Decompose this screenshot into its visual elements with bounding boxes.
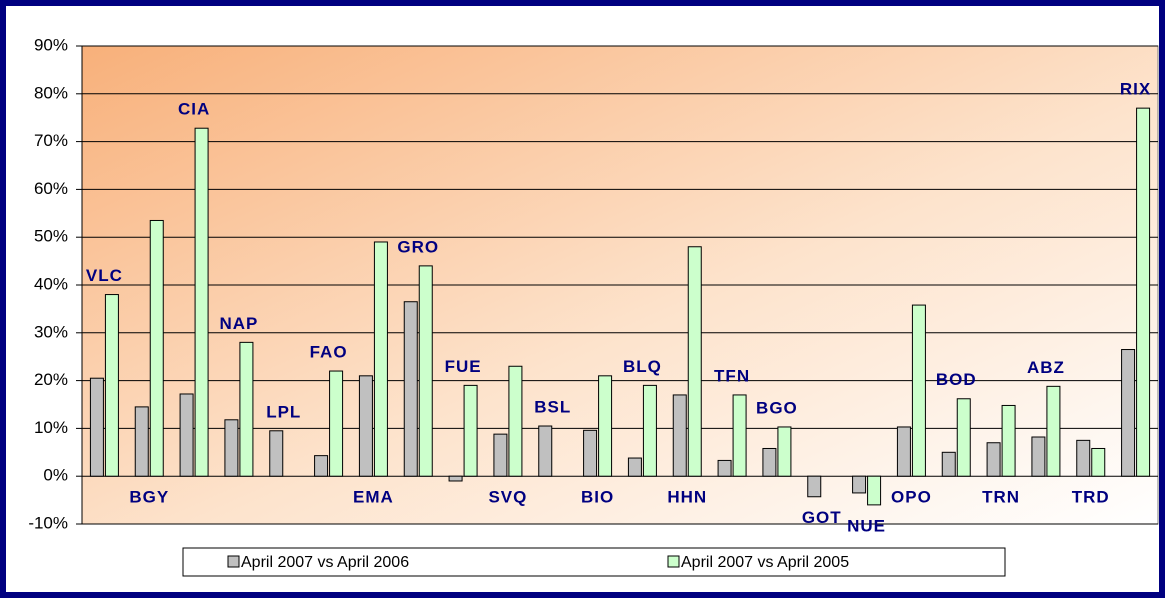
bar — [89, 377, 104, 477]
bar — [538, 425, 553, 477]
y-tick-label: 70% — [34, 131, 68, 150]
bar — [508, 365, 523, 477]
bar — [149, 219, 164, 477]
bar — [418, 265, 433, 477]
category-label: BSL — [534, 397, 571, 416]
bar — [956, 398, 971, 477]
y-tick-label: 80% — [34, 83, 68, 102]
bar — [1136, 107, 1151, 477]
y-tick-label: 40% — [34, 274, 68, 293]
bar — [1076, 439, 1091, 477]
category-label: TRN — [982, 488, 1020, 507]
bar — [598, 375, 613, 477]
category-label: VLC — [86, 266, 123, 285]
y-tick-label: 20% — [34, 370, 68, 389]
category-label: TFN — [714, 366, 750, 385]
y-tick-label: 50% — [34, 227, 68, 246]
bar — [852, 475, 867, 494]
y-tick-label: 0% — [43, 466, 68, 485]
y-tick-label: 60% — [34, 179, 68, 198]
category-label: NUE — [847, 516, 886, 535]
bar — [896, 426, 911, 477]
bar — [373, 241, 388, 477]
category-label: SVQ — [488, 488, 527, 507]
category-label: GRO — [397, 237, 439, 256]
bar — [134, 406, 149, 477]
bar — [224, 419, 239, 477]
category-label: OPO — [891, 488, 932, 507]
legend-label: April 2007 vs April 2006 — [241, 554, 409, 571]
bar — [403, 301, 418, 477]
category-label: FAO — [310, 343, 348, 362]
bar — [314, 455, 329, 477]
bar — [194, 127, 209, 477]
legend-swatch — [227, 555, 240, 568]
category-label: NAP — [219, 314, 258, 333]
bar — [642, 384, 657, 477]
bar — [493, 433, 508, 477]
bar — [1001, 404, 1016, 477]
bar — [583, 429, 598, 477]
legend-label: April 2007 vs April 2005 — [681, 554, 849, 571]
bar — [1121, 349, 1136, 477]
bar — [777, 426, 792, 477]
bar — [239, 341, 254, 477]
bar — [672, 394, 687, 477]
bar — [911, 304, 926, 477]
bar — [986, 442, 1001, 477]
category-label: EMA — [353, 488, 394, 507]
bar — [358, 375, 373, 477]
bar — [867, 475, 882, 506]
category-label: BOD — [936, 370, 977, 389]
category-label: RIX — [1120, 80, 1151, 99]
bar — [807, 475, 822, 498]
bar — [1031, 436, 1046, 477]
legend — [182, 547, 1006, 577]
y-tick-label: 90% — [34, 35, 68, 54]
bar — [941, 451, 956, 477]
y-tick-label: 30% — [34, 322, 68, 341]
bar — [448, 475, 463, 482]
bar — [1046, 385, 1061, 477]
category-label: BLQ — [623, 357, 662, 376]
y-tick-label: 10% — [34, 418, 68, 437]
y-tick-label: -10% — [28, 513, 68, 532]
bar — [687, 246, 702, 477]
bar — [104, 294, 119, 477]
category-label: HHN — [667, 488, 707, 507]
bar — [269, 430, 284, 477]
category-label: BGY — [129, 488, 169, 507]
bar — [463, 384, 478, 477]
bar — [1091, 447, 1106, 477]
category-label: BGO — [756, 398, 798, 417]
category-label: GOT — [802, 508, 842, 527]
category-label: LPL — [266, 402, 301, 421]
category-label: TRD — [1072, 488, 1110, 507]
bar — [762, 447, 777, 477]
category-label: BIO — [581, 488, 614, 507]
bar — [717, 459, 732, 477]
category-label: CIA — [178, 100, 210, 119]
bar — [732, 394, 747, 477]
category-label: ABZ — [1027, 358, 1065, 377]
legend-swatch — [667, 555, 680, 568]
bar — [329, 370, 344, 477]
bar — [627, 457, 642, 477]
category-label: FUE — [445, 357, 482, 376]
bar — [179, 393, 194, 477]
